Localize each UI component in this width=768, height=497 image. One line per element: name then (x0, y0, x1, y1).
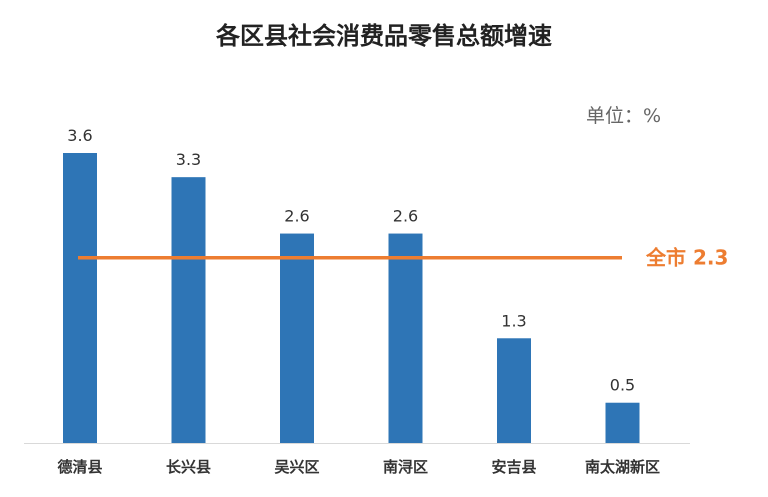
value-label-2: 2.6 (284, 207, 309, 226)
value-label-4: 1.3 (501, 311, 526, 330)
bar-5 (605, 402, 640, 443)
value-label-3: 2.6 (393, 207, 418, 226)
value-label-0: 3.6 (67, 126, 92, 145)
bar-3 (388, 233, 423, 443)
category-label-2: 吴兴区 (274, 458, 319, 476)
value-label-1: 3.3 (176, 150, 201, 169)
reference-line-label: 全市 2.3 (645, 246, 728, 270)
category-label-4: 安吉县 (491, 458, 536, 476)
unit-label: 单位：% (586, 105, 662, 127)
category-label-1: 长兴县 (166, 458, 211, 476)
bar-4 (497, 338, 531, 443)
bar-2 (280, 233, 314, 443)
bar-1 (171, 177, 206, 443)
category-label-3: 南浔区 (383, 458, 428, 476)
bar-0 (63, 153, 97, 443)
category-label-5: 南太湖新区 (585, 458, 660, 476)
value-label-5: 0.5 (610, 376, 635, 395)
category-label-0: 德清县 (57, 458, 102, 476)
chart-title: 各区县社会消费品零售总额增速 (216, 22, 552, 50)
